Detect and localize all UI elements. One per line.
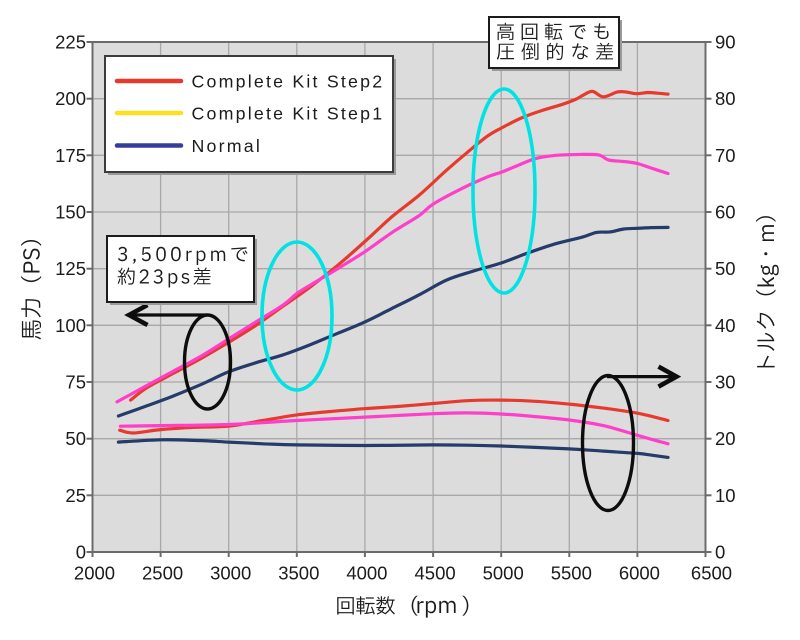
svg-text:20: 20 [715,428,736,449]
svg-text:0: 0 [76,542,86,563]
svg-text:30: 30 [715,372,736,393]
svg-text:40: 40 [715,315,736,336]
svg-text:0: 0 [715,542,725,563]
svg-text:5500: 5500 [551,563,592,584]
svg-text:60: 60 [715,202,736,223]
svg-text:150: 150 [55,202,86,223]
svg-text:90: 90 [715,32,736,53]
svg-text:10: 10 [715,485,736,506]
svg-text:50: 50 [715,258,736,279]
svg-text:175: 175 [55,145,86,166]
svg-text:125: 125 [55,258,86,279]
svg-text:50: 50 [65,428,86,449]
svg-text:70: 70 [715,145,736,166]
svg-text:80: 80 [715,88,736,109]
svg-text:Complete Kit Step2: Complete Kit Step2 [192,72,385,92]
svg-text:4000: 4000 [346,563,387,584]
svg-text:4500: 4500 [415,563,456,584]
svg-text:200: 200 [55,88,86,109]
svg-text:25: 25 [65,485,86,506]
svg-text:2500: 2500 [142,563,183,584]
svg-text:75: 75 [65,372,86,393]
svg-text:225: 225 [55,32,86,53]
svg-text:Complete Kit Step1: Complete Kit Step1 [192,104,385,124]
svg-text:6000: 6000 [619,563,660,584]
svg-text:100: 100 [55,315,86,336]
svg-text:6500: 6500 [691,563,732,584]
svg-text:2000: 2000 [74,563,115,584]
svg-text:5000: 5000 [483,563,524,584]
svg-text:3500: 3500 [278,563,319,584]
svg-text:Normal: Normal [192,136,263,156]
svg-text:3000: 3000 [210,563,251,584]
